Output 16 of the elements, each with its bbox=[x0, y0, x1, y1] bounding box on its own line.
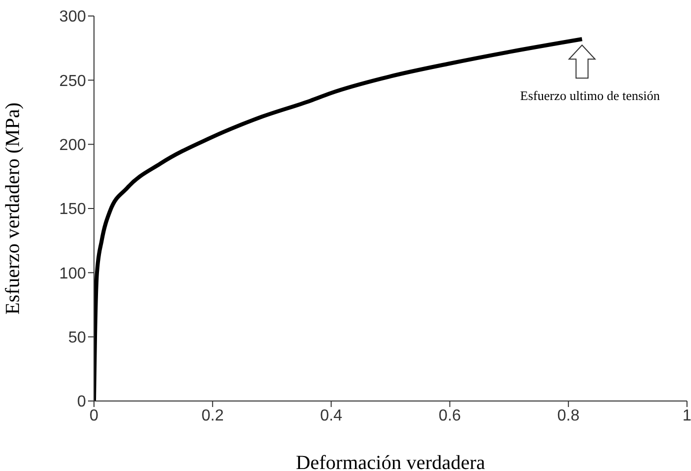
y-tick-label: 0 bbox=[77, 394, 86, 411]
y-axis-title: Esfuerzo verdadero (MPa) bbox=[2, 102, 24, 315]
x-tick-label: 0.2 bbox=[201, 407, 224, 424]
y-tick-label: 250 bbox=[59, 72, 86, 90]
x-tick-label: 0.6 bbox=[438, 407, 462, 424]
y-tick-label: 300 bbox=[59, 8, 86, 26]
y-tick-label: 50 bbox=[68, 330, 86, 347]
y-tick-label: 200 bbox=[59, 137, 86, 154]
x-tick-label: 0.4 bbox=[320, 407, 342, 424]
x-axis-title: Deformación verdadera bbox=[296, 452, 486, 471]
y-tick-label: 150 bbox=[59, 201, 86, 218]
annotation: Esfuerzo ultimo de tensión bbox=[520, 88, 660, 104]
x-tick-label: 0.8 bbox=[557, 407, 580, 424]
x-tick-label: 0 bbox=[90, 407, 99, 424]
y-tick-label: 100 bbox=[59, 265, 86, 282]
x-tick-label: 1 bbox=[682, 407, 691, 424]
